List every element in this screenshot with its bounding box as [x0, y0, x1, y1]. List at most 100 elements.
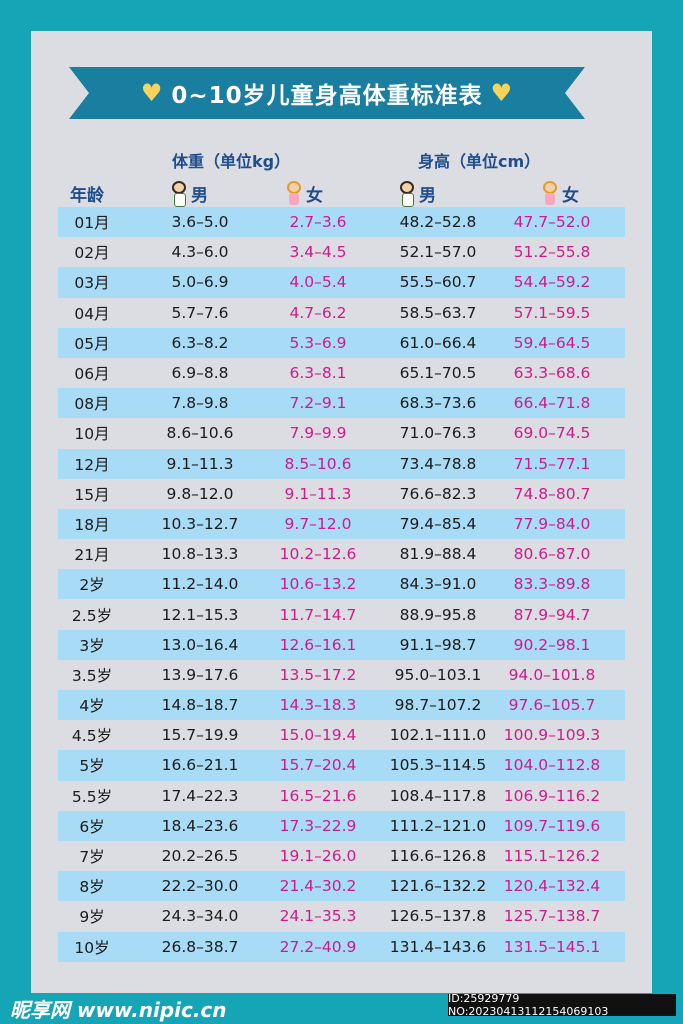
- cell-hg: 59.4–64.5: [513, 333, 591, 352]
- cell-hg: 51.2–55.8: [513, 243, 591, 262]
- cell-wb: 6.9–8.8: [171, 364, 229, 383]
- cell-wg: 9.7–12.0: [284, 514, 352, 533]
- cell-wb: 8.6–10.6: [166, 424, 234, 443]
- cell-age: 3.5岁: [71, 666, 113, 685]
- cell-wb: 16.6–21.1: [161, 756, 239, 775]
- cell-wg: 24.1–35.3: [279, 907, 357, 926]
- heart-icon: ♥: [140, 79, 164, 107]
- cell-wb: 13.9–17.6: [161, 665, 239, 684]
- height-header: 身高（单位cm）: [418, 152, 541, 171]
- cell-wb: 9.8–12.0: [166, 484, 234, 503]
- table-row: 21月 10.8–13.3 10.2–12.6 81.9–88.4 80.6–87.0: [58, 539, 625, 569]
- table-row: 4.5岁 15.7–19.9 15.0–19.4 102.1–111.0 100.9–1…: [58, 720, 625, 750]
- cell-wb: 18.4–23.6: [161, 816, 239, 835]
- cell-age: 2.5岁: [71, 606, 113, 625]
- cell-age: 8岁: [79, 878, 105, 897]
- cell-hg: 109.7–119.6: [503, 816, 601, 835]
- cell-wg: 16.5–21.6: [279, 786, 357, 805]
- height-boy-header: 男: [398, 180, 436, 207]
- cell-hb: 102.1–111.0: [389, 726, 487, 745]
- cell-hg: 94.0–101.8: [508, 665, 596, 684]
- cell-wg: 21.4–30.2: [279, 877, 357, 896]
- table-row: 03月 5.0–6.9 4.0–5.4 55.5–60.7 54.4–59.2: [58, 267, 625, 298]
- cell-wg: 7.2–9.1: [289, 394, 347, 413]
- boy-icon: [170, 181, 188, 207]
- table-row: 10岁 26.8–38.7 27.2–40.9 131.4–143.6 131.5–14…: [58, 931, 625, 962]
- cell-wb: 15.7–19.9: [161, 726, 239, 745]
- banner-title: ♥ 0~10岁儿童身高体重标准表 ♥: [69, 67, 585, 119]
- table-row: 02月 4.3–6.0 3.4–4.5 52.1–57.0 51.2–55.8: [58, 237, 625, 267]
- cell-hg: 115.1–126.2: [503, 847, 601, 866]
- cell-wg: 15.0–19.4: [279, 726, 357, 745]
- cell-wb: 13.0–16.4: [161, 635, 239, 654]
- cell-hb: 81.9–88.4: [399, 545, 477, 564]
- cell-hg: 71.5–77.1: [513, 454, 591, 473]
- heart-icon: ♥: [490, 79, 514, 107]
- cell-age: 06月: [74, 365, 110, 384]
- cell-hb: 58.5–63.7: [399, 303, 477, 322]
- cell-hb: 52.1–57.0: [399, 243, 477, 262]
- title-banner: ♥ 0~10岁儿童身高体重标准表 ♥: [69, 67, 585, 119]
- cell-wb: 14.8–18.7: [161, 696, 239, 715]
- cell-wb: 4.3–6.0: [171, 243, 229, 262]
- cell-wb: 11.2–14.0: [161, 575, 239, 594]
- cell-hb: 73.4–78.8: [399, 454, 477, 473]
- cell-age: 3岁: [79, 636, 105, 655]
- cell-hb: 121.6–132.2: [389, 877, 487, 896]
- cell-hb: 131.4–143.6: [389, 937, 487, 956]
- cell-wb: 26.8–38.7: [161, 937, 239, 956]
- cell-wg: 10.6–13.2: [279, 575, 357, 594]
- cell-hb: 84.3–91.0: [399, 575, 477, 594]
- cell-age: 03月: [74, 274, 110, 293]
- table-row: 06月 6.9–8.8 6.3–8.1 65.1–70.5 63.3–68.6: [58, 358, 625, 388]
- cell-hg: 47.7–52.0: [513, 213, 591, 232]
- cell-hb: 65.1–70.5: [399, 364, 477, 383]
- cell-wg: 19.1–26.0: [279, 847, 357, 866]
- cell-age: 5.5岁: [71, 787, 113, 806]
- cell-hg: 106.9–116.2: [503, 786, 601, 805]
- cell-wb: 10.3–12.7: [161, 514, 239, 533]
- cell-age: 5岁: [79, 757, 105, 776]
- cell-wg: 15.7–20.4: [279, 756, 357, 775]
- cell-hg: 125.7–138.7: [503, 907, 601, 926]
- cell-hb: 108.4–117.8: [389, 786, 487, 805]
- cell-hb: 98.7–107.2: [394, 696, 482, 715]
- cell-wg: 13.5–17.2: [279, 665, 357, 684]
- cell-wg: 7.9–9.9: [289, 424, 347, 443]
- cell-wg: 12.6–16.1: [279, 635, 357, 654]
- cell-age: 02月: [74, 244, 110, 263]
- cell-hb: 76.6–82.3: [399, 484, 477, 503]
- cell-wb: 7.8–9.8: [171, 394, 229, 413]
- cell-hg: 104.0–112.8: [503, 756, 601, 775]
- cell-hb: 95.0–103.1: [394, 665, 482, 684]
- cell-hg: 131.5–145.1: [503, 937, 601, 956]
- cell-wg: 17.3–22.9: [279, 816, 357, 835]
- cell-wb: 17.4–22.3: [161, 786, 239, 805]
- cell-hg: 57.1–59.5: [513, 303, 591, 322]
- cell-hb: 88.9–95.8: [399, 605, 477, 624]
- cell-age: 04月: [74, 304, 110, 323]
- cell-wb: 12.1–15.3: [161, 605, 239, 624]
- cell-wg: 10.2–12.6: [279, 545, 357, 564]
- cell-wg: 27.2–40.9: [279, 937, 357, 956]
- table-row: 04月 5.7–7.6 4.7–6.2 58.5–63.7 57.1–59.5: [58, 298, 625, 328]
- cell-age: 9岁: [79, 908, 105, 927]
- cell-wg: 4.0–5.4: [289, 273, 347, 292]
- cell-hb: 105.3–114.5: [389, 756, 487, 775]
- cell-age: 05月: [74, 334, 110, 353]
- cell-wg: 14.3–18.3: [279, 696, 357, 715]
- cell-age: 12月: [74, 455, 110, 474]
- page-title: 0~10岁儿童身高体重标准表: [171, 83, 483, 109]
- banner-ribbon: [69, 67, 585, 119]
- cell-hb: 68.3–73.6: [399, 394, 477, 413]
- table-row: 8岁 22.2–30.0 21.4–30.2 121.6–132.2 120.4–132…: [58, 871, 625, 902]
- height-girl-header: 女: [541, 180, 579, 206]
- cell-age: 08月: [74, 395, 110, 414]
- table-row: 15月 9.8–12.0 9.1–11.3 76.6–82.3 74.8–80.7: [58, 479, 625, 509]
- cell-hg: 87.9–94.7: [513, 605, 591, 624]
- cell-hb: 55.5–60.7: [399, 273, 477, 292]
- cell-wg: 8.5–10.6: [284, 454, 352, 473]
- cell-hg: 69.0–74.5: [513, 424, 591, 443]
- cell-wg: 3.4–4.5: [289, 243, 347, 262]
- table-row: 2.5岁 12.1–15.3 11.7–14.7 88.9–95.8 87.9–94.7: [58, 599, 625, 629]
